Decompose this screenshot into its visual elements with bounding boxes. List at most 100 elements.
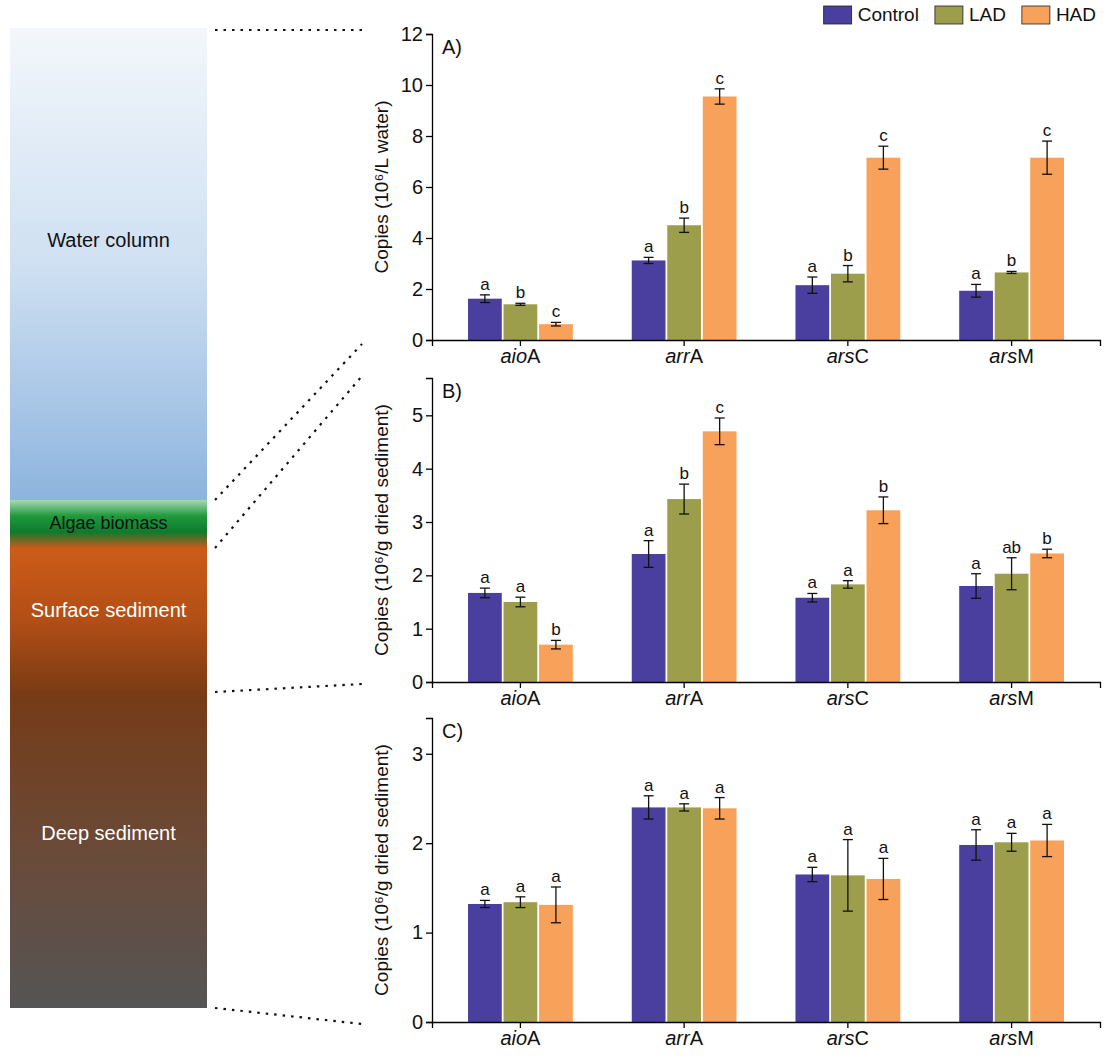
y-tick-label: 1 bbox=[412, 921, 423, 943]
error-bar-cap bbox=[1042, 549, 1052, 550]
connector bbox=[215, 29, 362, 31]
error-bar-cap bbox=[807, 601, 817, 602]
error-bar-cap bbox=[1042, 856, 1052, 857]
y-tick-label: 10 bbox=[401, 74, 423, 96]
error-bar bbox=[843, 840, 853, 912]
x-tick-label: aioA bbox=[500, 345, 541, 367]
x-tick: arrA bbox=[665, 1022, 703, 1049]
error-bar-stem bbox=[683, 218, 684, 232]
error-bar-cap bbox=[515, 305, 525, 306]
y-tick-label: 2 bbox=[412, 832, 423, 854]
error-bar-cap bbox=[971, 860, 981, 861]
bar bbox=[667, 499, 701, 682]
panel: aaaaabaabbcbb012345aioAarrAarsCarsMCopie… bbox=[371, 379, 1101, 710]
error-bar bbox=[971, 284, 981, 297]
error-bar-stem bbox=[484, 900, 485, 907]
y-tick-label: 3 bbox=[412, 743, 423, 765]
y-axis-title: Copies (10⁶/L water) bbox=[371, 101, 392, 274]
y-tick-mark bbox=[426, 522, 432, 523]
legend-label: LAD bbox=[969, 4, 1006, 25]
error-bar bbox=[878, 858, 888, 899]
error-bar bbox=[807, 593, 817, 602]
error-bar-cap bbox=[715, 88, 725, 89]
significance-letter: a bbox=[1042, 804, 1052, 823]
panel: aaaabbbbcccc024681012aioAarrAarsCarsMCop… bbox=[371, 23, 1101, 367]
y-tick: 1 bbox=[412, 618, 432, 640]
legend: ControlLADHAD bbox=[824, 4, 1096, 25]
error-bar bbox=[480, 900, 490, 907]
significance-letter: a bbox=[480, 568, 490, 587]
significance-letter: a bbox=[551, 867, 561, 886]
significance-letter: a bbox=[644, 776, 654, 795]
error-bar bbox=[1007, 271, 1017, 273]
y-tick: 10 bbox=[401, 74, 432, 96]
error-bar-cap bbox=[679, 513, 689, 514]
significance-letter: a bbox=[843, 820, 853, 839]
x-tick-label: aioA bbox=[500, 687, 541, 709]
y-tick: 0 bbox=[412, 671, 432, 693]
error-bar bbox=[480, 588, 490, 598]
y-tick: 5 bbox=[412, 404, 432, 426]
bar bbox=[867, 158, 901, 340]
annotations: aaaaabaabbcbb bbox=[480, 398, 1052, 639]
y-tick-label: 0 bbox=[412, 1011, 423, 1033]
bar bbox=[504, 304, 538, 340]
y-tick-label: 0 bbox=[412, 329, 423, 351]
bar bbox=[703, 808, 737, 1022]
error-bar bbox=[807, 867, 817, 881]
error-bar-cap bbox=[1007, 833, 1017, 834]
y-tick: 3 bbox=[412, 743, 432, 765]
bar bbox=[504, 602, 538, 682]
bar bbox=[995, 842, 1029, 1022]
error-bar-cap bbox=[843, 580, 853, 581]
error-bar-cap bbox=[843, 910, 853, 911]
y-tick-mark bbox=[426, 469, 432, 470]
x-tick-label: aioA bbox=[500, 1027, 541, 1049]
error-bar-cap bbox=[480, 597, 490, 598]
error-bar bbox=[715, 418, 725, 445]
layer bbox=[10, 692, 207, 1008]
y-tick-label: 2 bbox=[412, 278, 423, 300]
error-bar-stem bbox=[812, 867, 813, 881]
error-bar-stem bbox=[1046, 141, 1047, 174]
y-tick-label: 1 bbox=[412, 618, 423, 640]
y-tick: 6 bbox=[412, 176, 432, 198]
x-tick-label: arsM bbox=[989, 1027, 1033, 1049]
plot-area bbox=[468, 418, 1064, 682]
significance-letter: a bbox=[879, 838, 889, 857]
error-bar-cap bbox=[644, 567, 654, 568]
error-bar-stem bbox=[1046, 549, 1047, 558]
y-tick: 0 bbox=[412, 1011, 432, 1033]
significance-letter: a bbox=[1007, 813, 1017, 832]
error-bar-cap bbox=[644, 257, 654, 258]
y-tick: 4 bbox=[412, 458, 432, 480]
y-tick-mark bbox=[426, 843, 432, 844]
y-tick-label: 12 bbox=[401, 23, 423, 45]
significance-letter: ab bbox=[1002, 538, 1021, 557]
error-bar-cap bbox=[878, 146, 888, 147]
legend-label: HAD bbox=[1056, 4, 1096, 25]
error-bar bbox=[679, 484, 689, 514]
error-bar bbox=[551, 887, 561, 923]
y-tick: 12 bbox=[401, 23, 432, 45]
significance-letter: a bbox=[480, 880, 490, 899]
bar bbox=[795, 285, 829, 340]
error-bar bbox=[971, 830, 981, 860]
x-tick: arrA bbox=[665, 340, 703, 367]
bar bbox=[795, 598, 829, 682]
panel-letter: C) bbox=[442, 720, 463, 742]
bar bbox=[632, 554, 666, 682]
bar bbox=[959, 291, 993, 340]
error-bar-stem bbox=[484, 588, 485, 598]
plot-area bbox=[468, 796, 1064, 1022]
y-tick-mark bbox=[426, 136, 432, 137]
error-bar-cap bbox=[679, 483, 689, 484]
error-bar-stem bbox=[484, 295, 485, 303]
error-bar-stem bbox=[883, 146, 884, 169]
bar bbox=[539, 324, 573, 340]
error-bar-cap bbox=[515, 606, 525, 607]
y-axis: 024681012 bbox=[401, 23, 433, 351]
error-bar-cap bbox=[878, 858, 888, 859]
error-bar-cap bbox=[971, 598, 981, 599]
legend-swatch bbox=[1022, 6, 1050, 24]
